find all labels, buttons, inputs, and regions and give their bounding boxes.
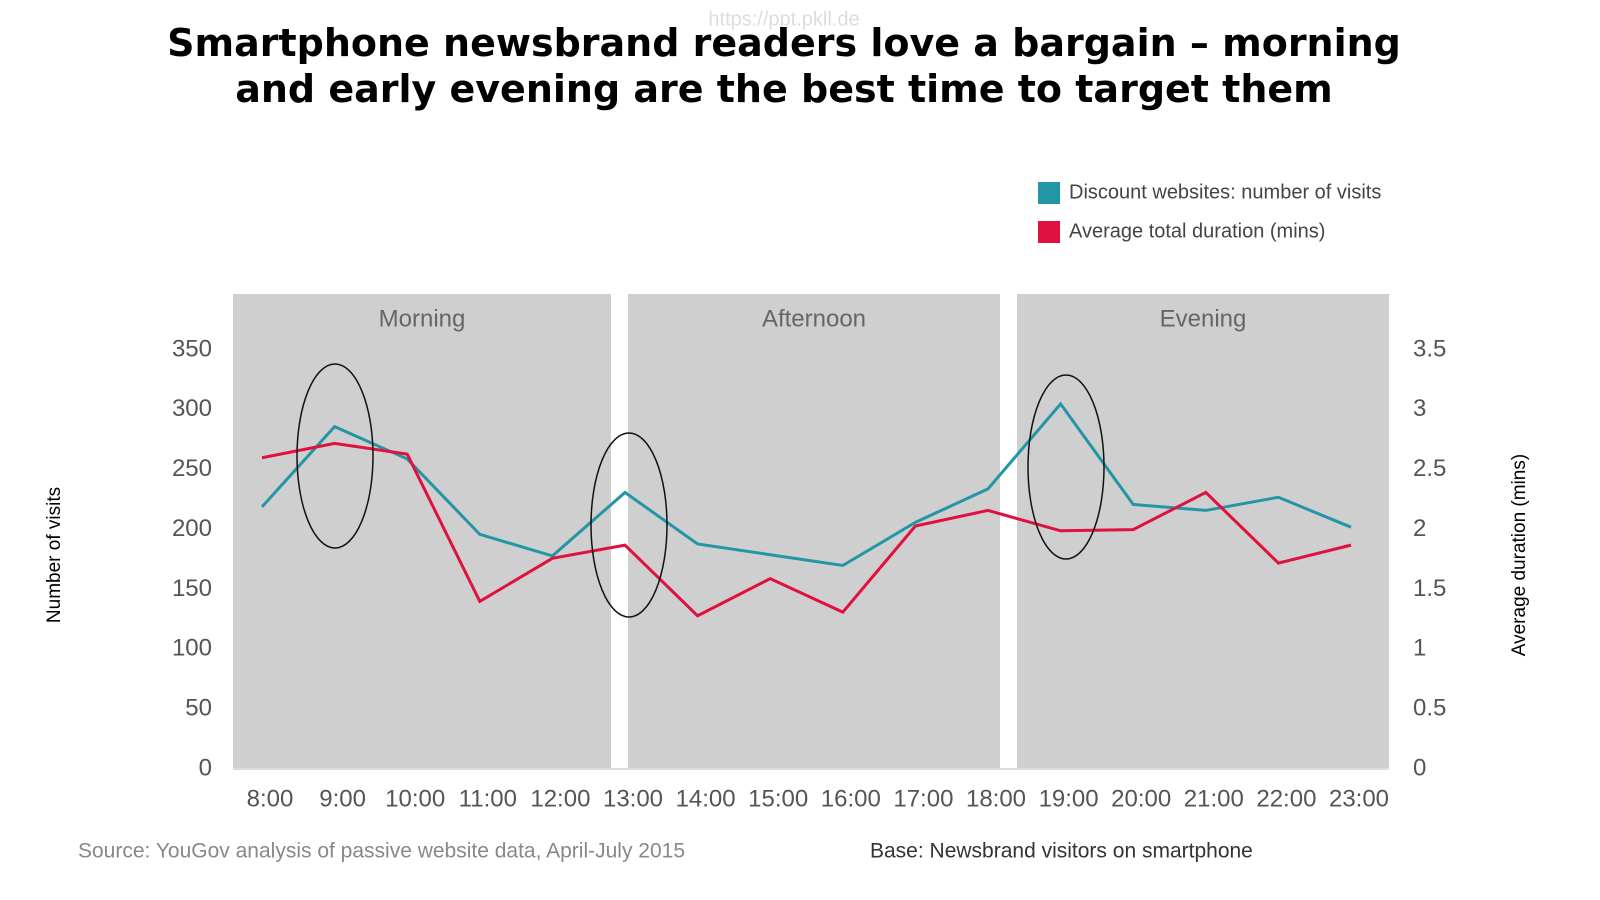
x-tick-label: 20:00: [1111, 785, 1171, 812]
x-tick-label: 23:00: [1329, 785, 1389, 812]
x-tick-label: 16:00: [821, 785, 881, 812]
y-tick-label: 250: [172, 455, 212, 482]
highlight: [590, 432, 668, 618]
y2-axis-label: Average duration (mins): [1509, 454, 1530, 656]
period-label: Morning: [379, 305, 466, 332]
x-tick-label: 15:00: [748, 785, 808, 812]
y2-tick-label: 3.5: [1413, 335, 1446, 362]
x-tick-label: 19:00: [1039, 785, 1099, 812]
y-tick-label: 100: [172, 635, 212, 662]
legend-label: Average total duration (mins): [1069, 220, 1325, 242]
x-tick-label: 13:00: [603, 785, 663, 812]
y-tick-label: 200: [172, 515, 212, 542]
chart-title: Smartphone newsbrand readers love a barg…: [167, 21, 1401, 111]
series-line: [260, 401, 1352, 568]
y-tick-label: 350: [172, 335, 212, 362]
y-tick-label: 0: [199, 754, 212, 781]
y2-tick-label: 0: [1413, 754, 1426, 781]
y2-tick-label: 2: [1413, 515, 1426, 542]
x-tick-label: 9:00: [319, 785, 366, 812]
y2-tick-label: 2.5: [1413, 455, 1446, 482]
x-tick-label: 22:00: [1256, 785, 1316, 812]
y2-tick-label: 0.5: [1413, 694, 1446, 721]
period-band: [233, 294, 611, 769]
watermark: https://ppt.pkll.de: [708, 8, 859, 30]
x-tick-label: 17:00: [893, 785, 953, 812]
x-tick-label: 11:00: [459, 785, 517, 812]
y-tick-label: 300: [172, 395, 212, 422]
x-tick-label: 12:00: [530, 785, 590, 812]
y2-tick-label: 3: [1413, 395, 1426, 422]
period-label: Afternoon: [762, 305, 866, 332]
legend-swatch: [1038, 221, 1060, 243]
x-tick-label: 14:00: [676, 785, 736, 812]
source: Source: YouGov analysis of passive websi…: [78, 840, 685, 863]
y2-tick-label: 1.5: [1413, 575, 1446, 602]
x-tick-label: 18:00: [966, 785, 1026, 812]
y2-tick-label: 1: [1413, 635, 1426, 662]
x-tick-label: 8:00: [247, 785, 294, 812]
period-label: Evening: [1160, 305, 1247, 332]
y-tick-label: 150: [172, 575, 212, 602]
y-tick-label: 50: [185, 694, 212, 721]
series-line: [261, 441, 1352, 618]
x-tick-label: 21:00: [1184, 785, 1244, 812]
highlight: [296, 363, 374, 549]
legend-swatch: [1038, 182, 1060, 204]
y-axis-label: Number of visits: [44, 487, 65, 623]
title-box: Smartphone newsbrand readers love a barg…: [167, 21, 1401, 111]
period-band: [628, 294, 1000, 769]
legend-label: Discount websites: number of visits: [1069, 181, 1381, 203]
base-note: Base: Newsbrand visitors on smartphone: [870, 840, 1253, 863]
highlight: [1027, 374, 1105, 560]
x-tick-label: 10:00: [385, 785, 445, 812]
